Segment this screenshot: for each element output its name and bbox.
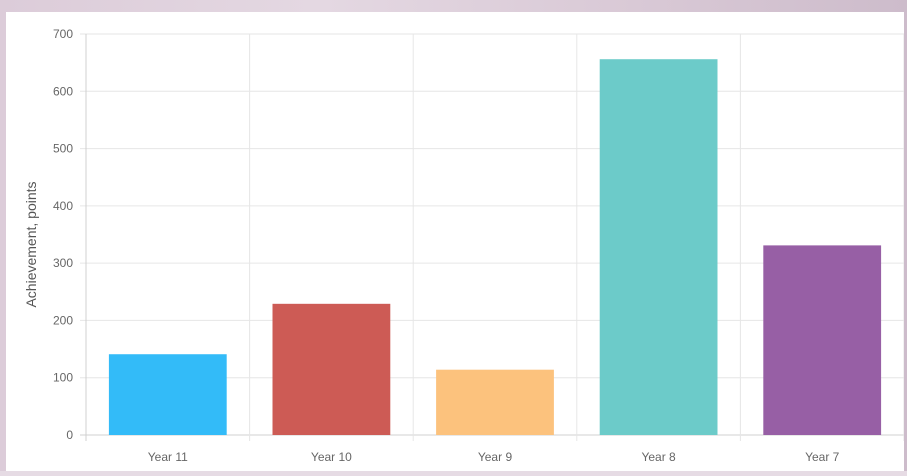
y-tick-label: 500 [53, 142, 73, 156]
x-tick-labels: Year 11 Year 10 Year 9 Year 8 Year 7 [148, 450, 840, 464]
bar-year-8[interactable] [599, 59, 718, 435]
y-tick-label: 400 [53, 199, 73, 213]
y-tick-label: 300 [53, 256, 73, 270]
chart-card: 0 100 200 300 400 500 600 700 Year 11 Year 10 Yea… [6, 12, 905, 471]
y-tick-labels: 0 100 200 300 400 500 600 700 [53, 27, 73, 442]
y-axis-label: Achievement, points [23, 181, 39, 307]
y-tick-label: 600 [53, 84, 73, 98]
bar-year-11[interactable] [108, 354, 227, 435]
bar-year-7[interactable] [763, 245, 882, 435]
y-tick-label: 0 [66, 428, 73, 442]
bar-year-10[interactable] [272, 303, 391, 435]
x-tick-label: Year 10 [311, 450, 352, 464]
x-tick-label: Year 8 [641, 450, 676, 464]
y-tick-label: 700 [53, 27, 73, 41]
x-tick-label: Year 9 [478, 450, 513, 464]
y-tick-label: 200 [53, 313, 73, 327]
x-tick-label: Year 11 [148, 450, 188, 464]
y-tick-label: 100 [53, 371, 73, 385]
x-tick-label: Year 7 [805, 450, 840, 464]
bars [108, 59, 882, 435]
bar-year-9[interactable] [436, 369, 554, 435]
